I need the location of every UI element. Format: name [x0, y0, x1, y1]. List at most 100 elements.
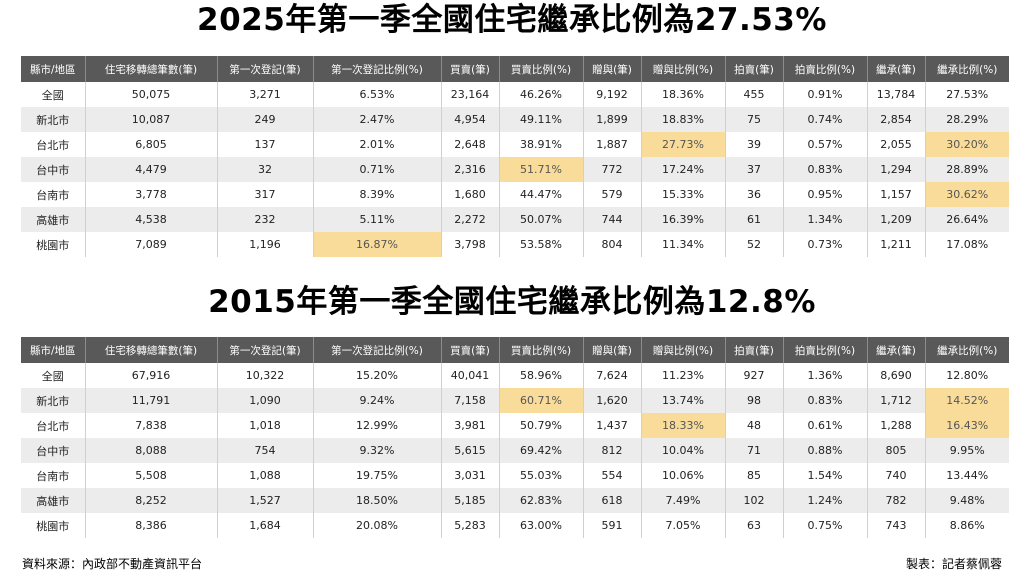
table-row: 桃園市 8,386 1,684 20.08% 5,283 63.00% 591 7.05% 63… — [21, 513, 1009, 538]
column-header: 繼承(筆) — [867, 337, 926, 363]
title-2015: 2015年第一季全國住宅繼承比例為12.8% — [208, 284, 816, 320]
table-2015: 縣市/地區 住宅移轉總筆數(筆) 第一次登記(筆) 第一次登記比例(%) 買賣(筆) 買賣… — [21, 337, 1009, 538]
table-cell: 5.11% — [313, 207, 442, 232]
table-cell: 0.71% — [313, 157, 442, 182]
table-cell: 9.95% — [925, 438, 1009, 463]
column-header: 贈與比例(%) — [641, 56, 726, 82]
table-cell: 9,192 — [583, 82, 642, 107]
table-cell: 63.00% — [499, 513, 584, 538]
table-cell: 28.89% — [925, 157, 1009, 182]
table-cell: 39 — [725, 132, 784, 157]
column-header: 拍賣(筆) — [725, 56, 784, 82]
table-cell: 1.54% — [783, 463, 868, 488]
column-header: 第一次登記比例(%) — [313, 56, 442, 82]
region-cell: 台中市 — [21, 438, 86, 463]
table-cell: 0.75% — [783, 513, 868, 538]
region-cell: 台北市 — [21, 132, 86, 157]
table-body: 全國 50,075 3,271 6.53% 23,164 46.26% 9,192 18.36… — [21, 82, 1009, 257]
region-cell: 桃園市 — [21, 232, 86, 257]
table-cell: 754 — [217, 438, 314, 463]
table-cell: 0.83% — [783, 157, 868, 182]
table-cell: 3,981 — [441, 413, 500, 438]
table-cell: 36 — [725, 182, 784, 207]
table-cell: 67,916 — [85, 363, 218, 388]
table-cell: 7.05% — [641, 513, 726, 538]
region-cell: 台北市 — [21, 413, 86, 438]
table-cell: 10,322 — [217, 363, 314, 388]
table-cell: 1,288 — [867, 413, 926, 438]
table-cell: 1,157 — [867, 182, 926, 207]
table-cell: 1,684 — [217, 513, 314, 538]
table-cell: 5,615 — [441, 438, 500, 463]
table-row: 新北市 11,791 1,090 9.24% 7,158 60.71% 1,620 13.74… — [21, 388, 1009, 413]
table-cell: 5,508 — [85, 463, 218, 488]
table-cell: 591 — [583, 513, 642, 538]
table-header: 縣市/地區 住宅移轉總筆數(筆) 第一次登記(筆) 第一次登記比例(%) 買賣(筆) 買賣… — [21, 56, 1009, 82]
table-cell: 12.80% — [925, 363, 1009, 388]
table-row: 台中市 4,479 32 0.71% 2,316 51.71% 772 17.24% 37 0.8… — [21, 157, 1009, 182]
table-cell: 1,090 — [217, 388, 314, 413]
table-cell: 12.99% — [313, 413, 442, 438]
table-cell: 37 — [725, 157, 784, 182]
table-cell: 0.95% — [783, 182, 868, 207]
table-cell: 13.74% — [641, 388, 726, 413]
table-cell: 4,954 — [441, 107, 500, 132]
column-header: 贈與比例(%) — [641, 337, 726, 363]
column-header: 第一次登記(筆) — [217, 56, 314, 82]
table-cell: 7,089 — [85, 232, 218, 257]
table-cell: 102 — [725, 488, 784, 513]
column-header: 第一次登記比例(%) — [313, 337, 442, 363]
table-row: 台北市 7,838 1,018 12.99% 3,981 50.79% 1,437 18.33… — [21, 413, 1009, 438]
table-cell: 1,196 — [217, 232, 314, 257]
table-cell: 62.83% — [499, 488, 584, 513]
table-cell: 317 — [217, 182, 314, 207]
table-cell: 52 — [725, 232, 784, 257]
table-cell: 17.24% — [641, 157, 726, 182]
table-cell: 0.61% — [783, 413, 868, 438]
table-row: 桃園市 7,089 1,196 16.87% 3,798 53.58% 804 11.34% 5… — [21, 232, 1009, 257]
table-cell: 1.36% — [783, 363, 868, 388]
column-header: 拍賣比例(%) — [783, 56, 868, 82]
table-cell: 63 — [725, 513, 784, 538]
table-cell: 0.88% — [783, 438, 868, 463]
table-cell: 27.73% — [641, 132, 726, 157]
table-cell: 743 — [867, 513, 926, 538]
column-header: 拍賣(筆) — [725, 337, 784, 363]
region-cell: 桃園市 — [21, 513, 86, 538]
table-cell: 19.75% — [313, 463, 442, 488]
table-cell: 812 — [583, 438, 642, 463]
table-cell: 9.32% — [313, 438, 442, 463]
table-cell: 5,185 — [441, 488, 500, 513]
table-cell: 16.87% — [313, 232, 442, 257]
table-cell: 579 — [583, 182, 642, 207]
table-cell: 7,838 — [85, 413, 218, 438]
table-cell: 4,479 — [85, 157, 218, 182]
credit-note: 製表：記者蔡佩蓉 — [905, 557, 1002, 571]
table-cell: 1,088 — [217, 463, 314, 488]
region-cell: 全國 — [21, 82, 86, 107]
column-header: 繼承比例(%) — [925, 337, 1009, 363]
table-cell: 805 — [867, 438, 926, 463]
table-row: 高雄市 4,538 232 5.11% 2,272 50.07% 744 16.39% 61 1.… — [21, 207, 1009, 232]
column-header: 縣市/地區 — [21, 337, 86, 363]
column-header: 買賣比例(%) — [499, 337, 584, 363]
table-cell: 14.52% — [925, 388, 1009, 413]
table-cell: 554 — [583, 463, 642, 488]
table-cell: 20.08% — [313, 513, 442, 538]
table-cell: 5,283 — [441, 513, 500, 538]
table-cell: 10,087 — [85, 107, 218, 132]
table-cell: 927 — [725, 363, 784, 388]
table-cell: 2.47% — [313, 107, 442, 132]
table-cell: 1,712 — [867, 388, 926, 413]
table-cell: 9.24% — [313, 388, 442, 413]
table-cell: 0.91% — [783, 82, 868, 107]
table-cell: 85 — [725, 463, 784, 488]
table-cell: 60.71% — [499, 388, 584, 413]
table-cell: 782 — [867, 488, 926, 513]
table-cell: 32 — [217, 157, 314, 182]
table-cell: 50.79% — [499, 413, 584, 438]
table-cell: 249 — [217, 107, 314, 132]
table-cell: 8,088 — [85, 438, 218, 463]
column-header: 縣市/地區 — [21, 56, 86, 82]
table-cell: 6,805 — [85, 132, 218, 157]
